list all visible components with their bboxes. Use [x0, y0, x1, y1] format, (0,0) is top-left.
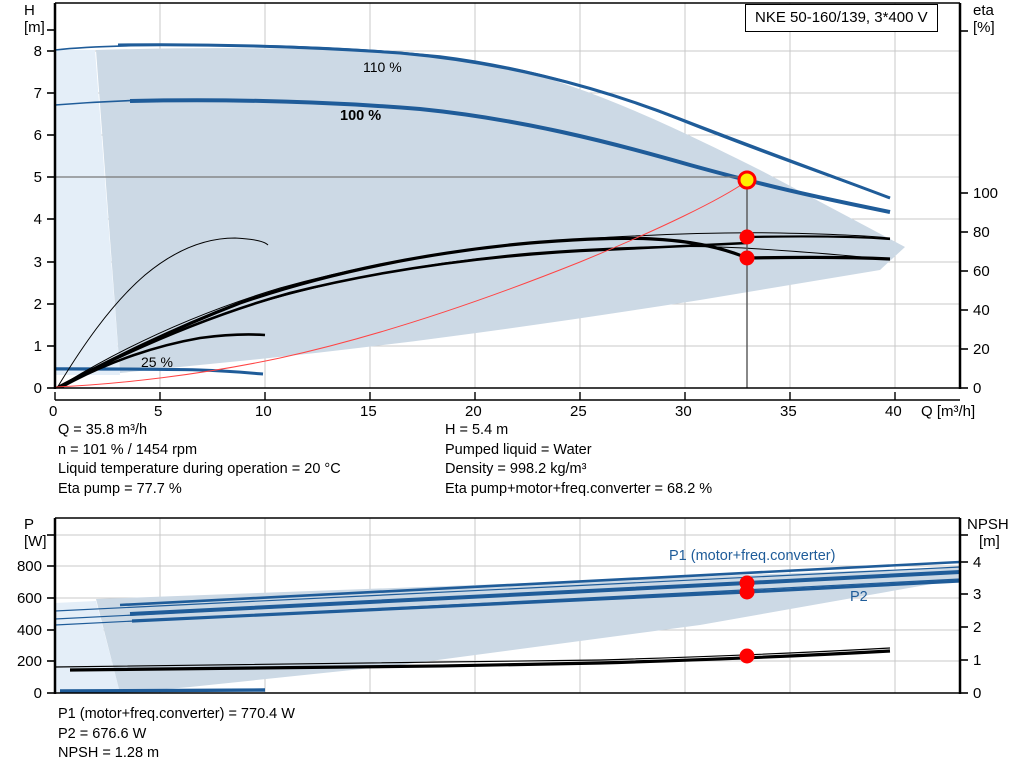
x-axis-ticks	[54, 392, 896, 400]
power-tick-800: 800	[16, 558, 42, 575]
eta-tick-20: 20	[973, 341, 990, 358]
envelope-light	[55, 50, 120, 375]
p1-upper-envelope-thick	[119, 560, 960, 607]
duty-info-temperature: Liquid temperature during operation = 20…	[58, 461, 341, 477]
y2-axis-ticks	[960, 30, 968, 389]
p1-upper-envelope-curve	[55, 566, 960, 612]
duty-point-marker-eta-total[interactable]	[739, 229, 755, 245]
head-axis-title-line1: H	[24, 2, 35, 19]
eta-family-thin-2	[56, 246, 891, 388]
eta-tick-0: 0	[973, 380, 982, 397]
npsh-tick-1: 1	[973, 652, 982, 669]
power-info-npsh: NPSH = 1.28 m	[58, 745, 160, 761]
duty-info-eta-total: Eta pump+motor+freq.converter = 68.2 %	[445, 480, 713, 497]
duty-info-right: H = 5.4 m Pumped liquid = Water Density …	[445, 421, 712, 499]
curve-label-110-percent: 110 %	[363, 59, 402, 75]
head-curve-110-thick	[117, 43, 891, 200]
duty-info-density: Density = 998.2 kg/m³	[445, 461, 587, 477]
eta-tick-80: 80	[973, 224, 990, 241]
pump-model-title-box: NKE 50-160/139, 3*400 V	[745, 4, 938, 32]
head-curve-100-percent	[129, 98, 891, 214]
head-tick-4: 4	[33, 211, 42, 228]
npsh-tick-0: 0	[973, 685, 982, 702]
eta-axis-title-line1: eta	[973, 2, 994, 19]
duty-info-speed: n = 101 % / 1454 rpm	[58, 441, 198, 458]
duty-info-head: H = 5.4 m	[445, 422, 509, 438]
duty-point-marker-eta-pump[interactable]	[739, 250, 755, 266]
head-efficiency-chart: H [m] eta [%] 0 1 2 3 4 5 6 7 8 0 5 10 1…	[24, 2, 999, 419]
power-axis-title: P [W]	[24, 516, 47, 550]
head-chart-svg	[47, 2, 968, 401]
flow-tick-10: 10	[255, 403, 272, 420]
npsh-tick-3: 3	[973, 586, 982, 603]
head-tick-3: 3	[33, 254, 42, 271]
power-info-block: P1 (motor+freq.converter) = 770.4 W P2 =…	[58, 705, 295, 764]
power-chart-svg	[47, 517, 968, 694]
eta-lowflow-arc	[56, 237, 269, 388]
eta-family-thin-1	[56, 232, 891, 388]
head-tick-7: 7	[33, 85, 42, 102]
eta-total-curve-right	[746, 235, 891, 241]
eta-axis-title-line2: [%]	[973, 19, 995, 36]
duty-info-flow: Q = 35.8 m³/h	[58, 422, 148, 438]
flow-axis-title: Q [m³/h]	[921, 403, 976, 420]
head-tick-1: 1	[33, 338, 42, 355]
duty-info-eta-pump: Eta pump = 77.7 %	[58, 480, 182, 497]
power-y-axis-ticks	[47, 534, 55, 694]
power-tick-400: 400	[16, 622, 42, 639]
npsh-tick-4: 4	[973, 554, 982, 571]
curve-label-p2: P2	[850, 589, 868, 605]
npsh-curve	[69, 649, 891, 672]
curve-label-p1: P1 (motor+freq.converter)	[669, 548, 836, 564]
duty-point-marker-head[interactable]	[737, 170, 757, 190]
curve-label-100-percent: 100 %	[340, 108, 382, 124]
duty-point-marker-p2[interactable]	[739, 584, 755, 600]
power-tick-0: 0	[33, 685, 42, 702]
power-axis-title-line2: [W]	[24, 533, 47, 550]
flow-tick-20: 20	[465, 403, 482, 420]
flow-tick-40: 40	[885, 403, 902, 420]
flow-tick-15: 15	[360, 403, 377, 420]
power-tick-200: 200	[16, 653, 42, 670]
curve-label-25-percent: 25 %	[141, 354, 173, 370]
system-resistance-curve	[55, 180, 748, 388]
power-npsh-chart: P [W] NPSH [m] 0 200 400 600 800 0 1 2 3…	[0, 515, 1024, 705]
power-tick-600: 600	[16, 590, 42, 607]
flow-tick-5: 5	[154, 403, 163, 420]
power-axis-title-line1: P	[24, 516, 35, 533]
eta-axis-title: eta [%]	[973, 2, 995, 36]
head-axis-title-line2: [m]	[24, 19, 45, 36]
head-tick-2: 2	[33, 296, 42, 313]
head-axis-title: H [m]	[24, 2, 45, 36]
power-curve-25-percent	[59, 688, 266, 693]
head-curve-25-thin	[55, 367, 181, 370]
y-axis-ticks	[47, 29, 55, 389]
npsh-y-axis-ticks	[960, 534, 968, 694]
power-info-p1: P1 (motor+freq.converter) = 770.4 W	[58, 706, 295, 722]
head-tick-5: 5	[33, 169, 42, 186]
head-tick-0: 0	[33, 380, 42, 397]
eta-tick-100: 100	[973, 185, 999, 202]
eta-lowflow-bold	[59, 333, 266, 388]
npsh-axis-title: NPSH [m]	[967, 516, 1009, 550]
duty-info-liquid: Pumped liquid = Water	[445, 441, 592, 458]
head-curve-25-percent	[55, 367, 264, 376]
npsh-axis-title-line1: NPSH	[967, 516, 1009, 533]
npsh-axis-title-line2: [m]	[979, 533, 1000, 550]
head-tick-6: 6	[33, 127, 42, 144]
eta-tick-40: 40	[973, 302, 990, 319]
duty-info-left: Q = 35.8 m³/h n = 101 % / 1454 rpm Liqui…	[58, 421, 341, 499]
head-tick-8: 8	[33, 43, 42, 60]
flow-tick-25: 25	[570, 403, 587, 420]
flow-tick-35: 35	[780, 403, 797, 420]
eta-tick-60: 60	[973, 263, 990, 280]
flow-tick-0: 0	[49, 403, 58, 420]
duty-point-marker-npsh[interactable]	[739, 648, 755, 664]
flow-tick-30: 30	[675, 403, 692, 420]
npsh-tick-2: 2	[973, 619, 982, 636]
power-info-p2: P2 = 676.6 W	[58, 725, 147, 742]
